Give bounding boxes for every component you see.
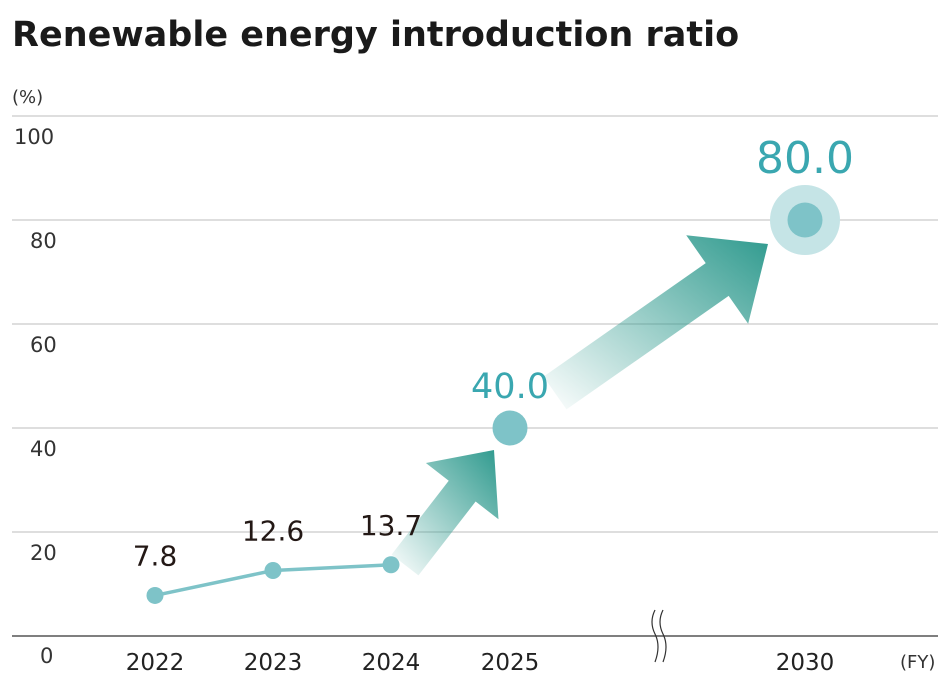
x-axis-unit: (FY)	[900, 652, 935, 673]
y-tick-label: 20	[30, 541, 57, 565]
x-tick-label: 2025	[481, 650, 540, 676]
y-tick-label: 0	[40, 644, 53, 668]
data-label-2022: 7.8	[133, 539, 178, 572]
target-label-2030: 80.0	[756, 133, 854, 184]
data-label-2024: 13.7	[360, 509, 422, 542]
data-label-2023: 12.6	[242, 514, 304, 547]
y-tick-label: 60	[30, 333, 57, 357]
axis-break-mark	[651, 609, 659, 663]
target-point-2025	[492, 410, 528, 446]
y-tick-label: 100	[14, 125, 54, 149]
data-point-2024	[382, 556, 400, 574]
target-label-2025: 40.0	[471, 367, 549, 407]
x-tick-label: 2024	[362, 650, 421, 676]
trend-arrow-to-2025	[391, 450, 499, 576]
y-tick-label: 40	[30, 437, 57, 461]
x-tick-label: 2023	[244, 650, 303, 676]
trend-arrow-to-2030	[543, 235, 768, 410]
target-point-2030	[787, 202, 823, 238]
y-tick-label: 80	[30, 229, 57, 253]
data-point-2023	[264, 561, 282, 579]
chart-title: Renewable energy introduction ratio	[12, 15, 739, 55]
y-axis-unit: (%)	[12, 87, 43, 108]
axis-break-mark	[659, 609, 667, 663]
data-point-2022	[146, 586, 164, 604]
x-tick-label: 2030	[776, 650, 835, 676]
x-tick-label: 2022	[126, 650, 185, 676]
